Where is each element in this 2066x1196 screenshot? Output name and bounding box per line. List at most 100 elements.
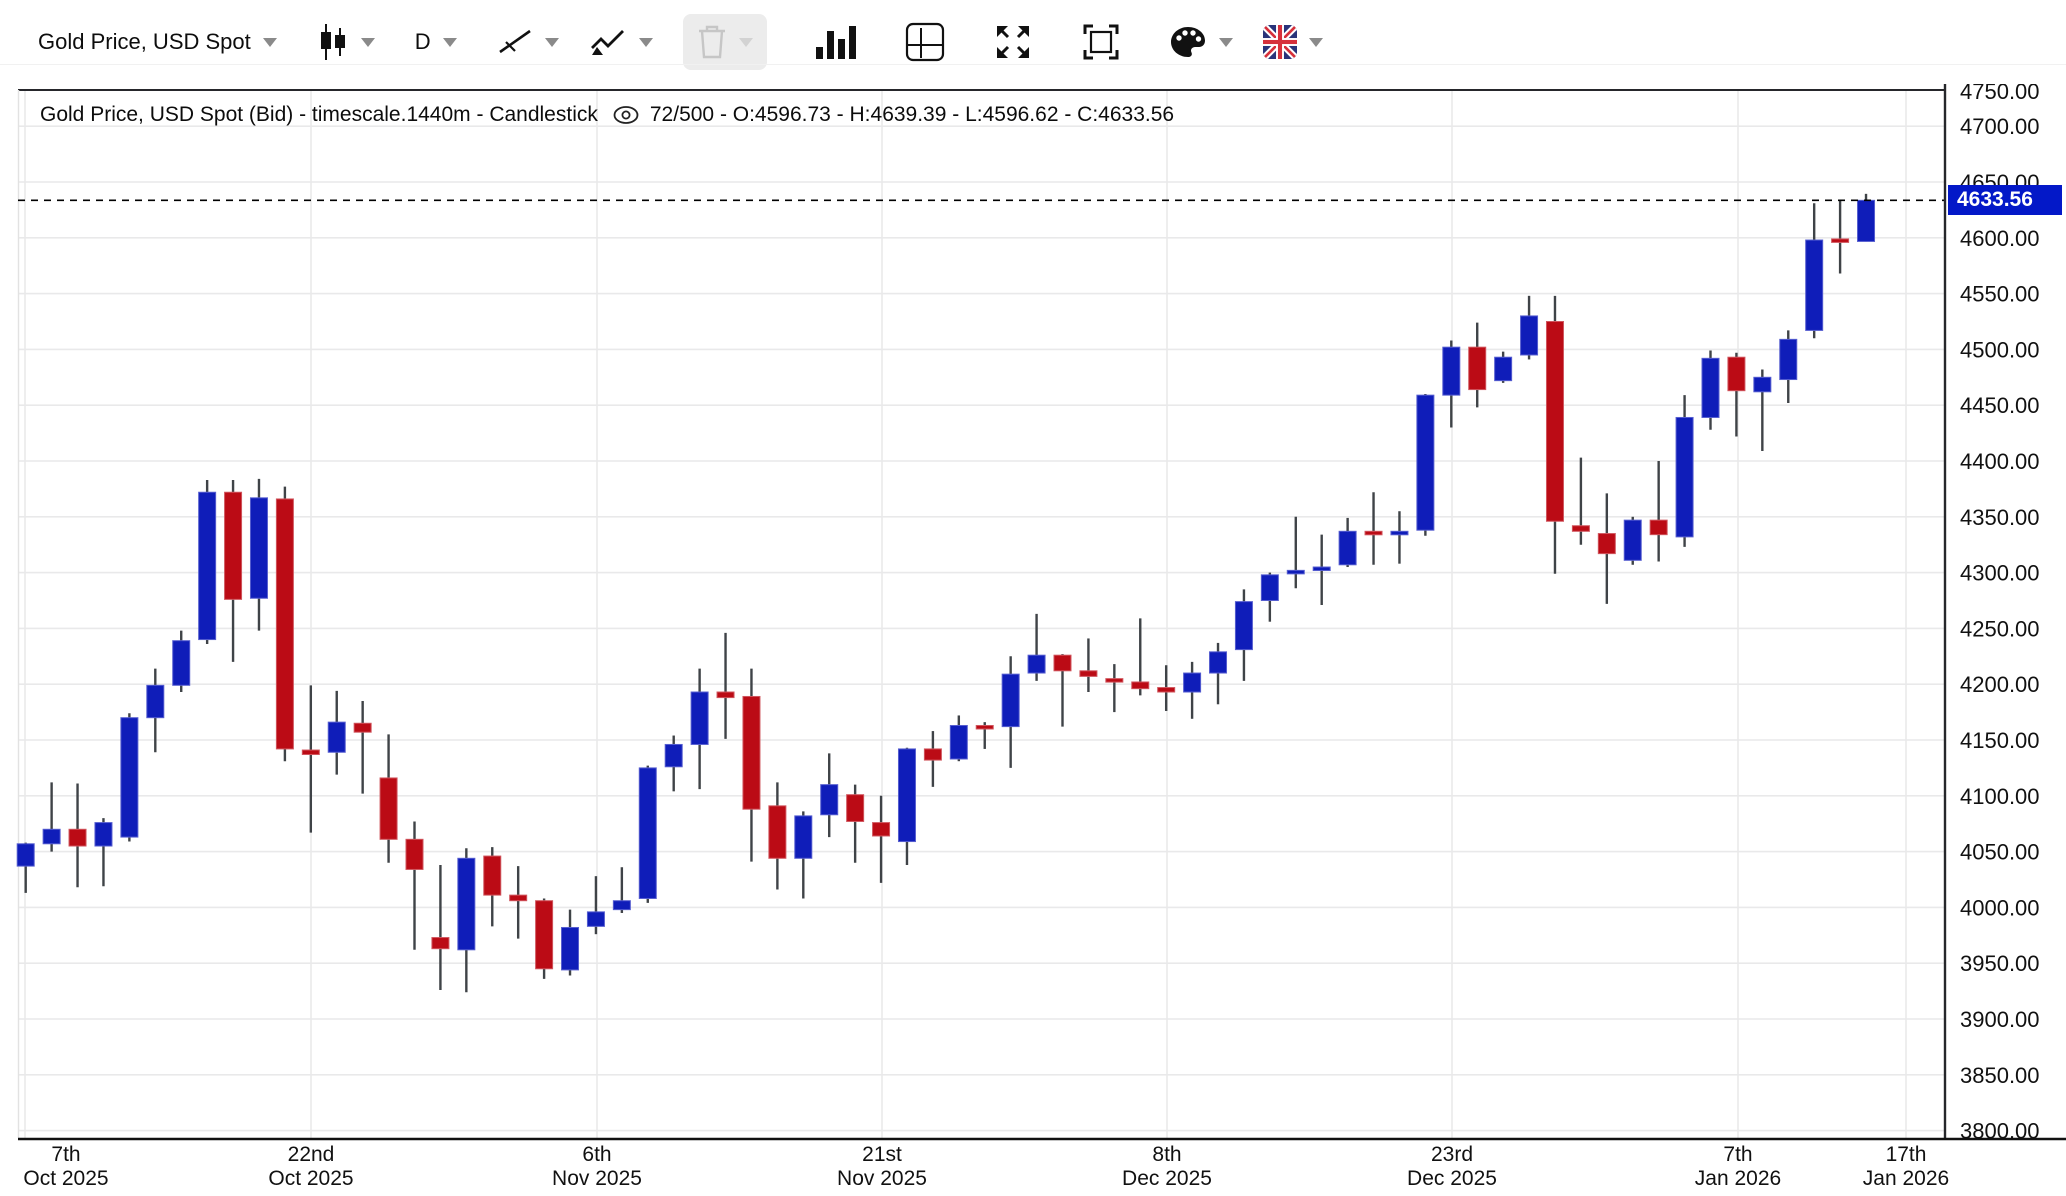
fullscreen-button[interactable] <box>993 22 1033 62</box>
candle[interactable] <box>949 715 968 762</box>
candle[interactable] <box>1727 352 1746 437</box>
candle[interactable] <box>897 747 916 865</box>
language-button[interactable] <box>1262 25 1323 59</box>
line-tools-button[interactable] <box>497 24 559 60</box>
candle[interactable] <box>1831 200 1850 274</box>
candle[interactable] <box>249 478 268 631</box>
candle[interactable] <box>1105 664 1124 713</box>
candle[interactable] <box>820 753 839 838</box>
candle[interactable] <box>198 479 217 645</box>
candle[interactable] <box>1364 492 1383 565</box>
candle[interactable] <box>1468 322 1487 408</box>
palette-icon <box>1170 27 1205 57</box>
candle[interactable] <box>794 811 813 899</box>
candle[interactable] <box>379 734 398 863</box>
candle[interactable] <box>431 864 450 990</box>
chart-type-selector[interactable] <box>317 23 375 61</box>
candle[interactable] <box>768 782 787 890</box>
candle[interactable] <box>1209 642 1228 705</box>
candle[interactable] <box>1571 457 1590 545</box>
candle[interactable] <box>1494 351 1513 383</box>
candle[interactable] <box>1260 572 1279 622</box>
candle[interactable] <box>42 782 61 852</box>
candle[interactable] <box>1649 461 1668 562</box>
candle[interactable] <box>172 630 191 693</box>
price-axis-label: 4350.00 <box>1960 505 2040 530</box>
candle[interactable] <box>1779 330 1798 403</box>
candle[interactable] <box>1027 613 1046 681</box>
indicators-button[interactable] <box>589 26 653 58</box>
candle[interactable] <box>1442 340 1461 428</box>
candle[interactable] <box>1183 661 1202 719</box>
candle[interactable] <box>923 731 942 787</box>
candle[interactable] <box>405 821 424 950</box>
candle-body-bear <box>509 894 528 902</box>
candle[interactable] <box>16 842 35 893</box>
candle[interactable] <box>483 847 502 927</box>
candle-body-bull <box>16 843 35 867</box>
candle-body-bear <box>431 937 450 950</box>
candle[interactable] <box>742 668 761 862</box>
candle[interactable] <box>301 685 320 833</box>
candle[interactable] <box>612 867 631 913</box>
candle[interactable] <box>1753 369 1772 451</box>
candle[interactable] <box>664 735 683 792</box>
candle[interactable] <box>1157 665 1176 711</box>
candle[interactable] <box>872 795 891 883</box>
candle[interactable] <box>353 700 372 794</box>
candle[interactable] <box>975 722 994 749</box>
candle-body-bull <box>586 911 605 927</box>
delete-drawings-button[interactable] <box>682 14 767 70</box>
candle[interactable] <box>1234 589 1253 681</box>
volume-button[interactable] <box>815 24 857 60</box>
candle[interactable] <box>535 898 554 979</box>
candle[interactable] <box>1338 517 1357 568</box>
screenshot-button[interactable] <box>1081 22 1121 62</box>
candle[interactable] <box>1001 656 1020 768</box>
theme-button[interactable] <box>1169 25 1233 59</box>
candle[interactable] <box>1597 493 1616 604</box>
candle[interactable] <box>1545 295 1564 574</box>
candle[interactable] <box>1131 618 1150 696</box>
candle[interactable] <box>716 632 735 739</box>
candle[interactable] <box>1701 350 1720 430</box>
candle-body-bear <box>716 691 735 699</box>
crosshair-settings-button[interactable] <box>905 22 945 62</box>
candle[interactable] <box>1286 516 1305 589</box>
candle[interactable] <box>1312 534 1331 605</box>
candle[interactable] <box>690 668 709 790</box>
candle[interactable] <box>1416 394 1435 536</box>
candle[interactable] <box>146 668 165 753</box>
candle-body-bull <box>1209 651 1228 674</box>
price-axis-label: 4200.00 <box>1960 672 2040 697</box>
symbol-selector[interactable]: Gold Price, USD Spot <box>38 29 277 55</box>
candle-body-bull <box>1286 569 1305 575</box>
candle[interactable] <box>586 876 605 935</box>
candle[interactable] <box>1520 295 1539 360</box>
candle[interactable] <box>638 765 657 903</box>
candlestick-type-icon <box>320 24 345 60</box>
candle[interactable] <box>94 818 113 887</box>
candle[interactable] <box>120 713 139 842</box>
candle[interactable] <box>846 784 865 863</box>
candle-body-bull <box>1805 239 1824 331</box>
candle[interactable] <box>327 690 346 775</box>
candle[interactable] <box>457 848 476 993</box>
candle[interactable] <box>224 479 243 662</box>
candle[interactable] <box>68 783 87 888</box>
chart-legend: Gold Price, USD Spot (Bid) - timescale.1… <box>40 103 1174 127</box>
candle[interactable] <box>561 909 580 976</box>
candle[interactable] <box>1079 638 1098 693</box>
interval-selector[interactable]: D <box>415 29 457 55</box>
candle-body-bear <box>68 828 87 847</box>
candle-body-bull <box>1623 519 1642 561</box>
candle[interactable] <box>275 486 294 762</box>
eye-icon[interactable] <box>612 104 640 126</box>
candle[interactable] <box>1675 395 1694 547</box>
candle[interactable] <box>1053 654 1072 727</box>
candle[interactable] <box>509 866 528 939</box>
candle[interactable] <box>1623 516 1642 565</box>
candle[interactable] <box>1390 511 1409 564</box>
candle[interactable] <box>1805 203 1824 339</box>
